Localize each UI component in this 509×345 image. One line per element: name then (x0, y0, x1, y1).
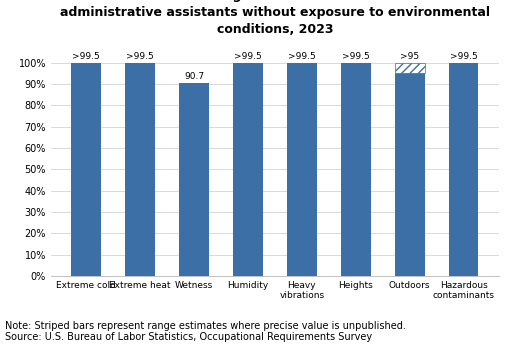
Bar (449, 63, 478, 276)
Bar (395, 73, 425, 276)
Title: Chart 2. Percentage of medical secretaries and
administrative assistants without: Chart 2. Percentage of medical secretari… (60, 0, 490, 36)
Text: >99.5: >99.5 (126, 52, 154, 61)
Text: >99.5: >99.5 (450, 52, 477, 61)
Bar (395, 73, 425, 276)
Bar (125, 63, 155, 276)
Bar (341, 63, 371, 276)
Text: >95: >95 (400, 52, 419, 61)
Bar (179, 82, 209, 276)
Text: 90.7: 90.7 (184, 72, 204, 81)
Bar (287, 63, 317, 276)
Bar (233, 63, 263, 276)
Text: >99.5: >99.5 (72, 52, 100, 61)
Text: >99.5: >99.5 (342, 52, 370, 61)
Bar (395, 63, 425, 73)
Bar (71, 63, 101, 276)
Text: >99.5: >99.5 (234, 52, 262, 61)
Text: >99.5: >99.5 (288, 52, 316, 61)
Text: Source: U.S. Bureau of Labor Statistics, Occupational Requirements Survey: Source: U.S. Bureau of Labor Statistics,… (5, 332, 372, 342)
Text: Note: Striped bars represent range estimates where precise value is unpublished.: Note: Striped bars represent range estim… (5, 321, 406, 331)
